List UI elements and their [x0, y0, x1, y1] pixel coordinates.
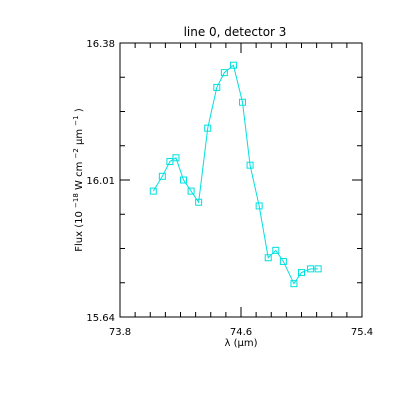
data-point [187, 187, 195, 195]
series-layer [149, 61, 322, 288]
y-tick-labels: 15.64 16.01 16.38 [86, 39, 115, 324]
y-label-suffix: ) [74, 108, 85, 112]
y-label-prefix: Flux (10 [74, 211, 85, 252]
x-tick-label: 74.6 [230, 327, 252, 338]
data-point [290, 280, 298, 288]
chart-title: line 0, detector 3 [184, 25, 287, 39]
data-point [279, 257, 287, 265]
data-point [172, 154, 180, 162]
y-label-exp2: −2 [72, 148, 80, 158]
data-point [213, 83, 221, 91]
y-label-exp3: −1 [72, 115, 80, 125]
data-point [239, 98, 247, 106]
data-point [180, 176, 188, 184]
data-point [166, 157, 174, 165]
x-tick-labels: 73.8 74.6 75.4 [109, 327, 373, 338]
data-point [255, 202, 263, 210]
x-axis-label: λ (μm) [224, 338, 257, 349]
y-label-unit: μm [74, 129, 85, 145]
y-tick-label: 15.64 [86, 313, 115, 324]
major-ticks [119, 42, 363, 318]
y-label-exp1: −18 [72, 193, 80, 208]
y-tick-label: 16.38 [86, 39, 115, 50]
y-label-mid: W cm [74, 162, 85, 190]
data-point [229, 61, 237, 69]
data-point [314, 265, 322, 273]
data-point [246, 161, 254, 169]
data-point [149, 187, 157, 195]
data-point [272, 246, 280, 254]
y-tick-label: 16.01 [86, 176, 115, 187]
x-tick-label: 75.4 [351, 327, 373, 338]
data-point [264, 254, 272, 262]
data-point [307, 265, 315, 273]
data-point [220, 69, 228, 77]
minor-ticks [120, 43, 362, 317]
x-tick-label: 73.8 [109, 327, 131, 338]
data-point [195, 198, 203, 206]
data-point [158, 172, 166, 180]
data-point [298, 269, 305, 277]
plot-frame [119, 42, 363, 318]
y-axis-label: Flux (10 −18 W cm −2 μm −1 ) [70, 108, 85, 252]
data-point [204, 124, 212, 132]
series-line [152, 64, 319, 285]
